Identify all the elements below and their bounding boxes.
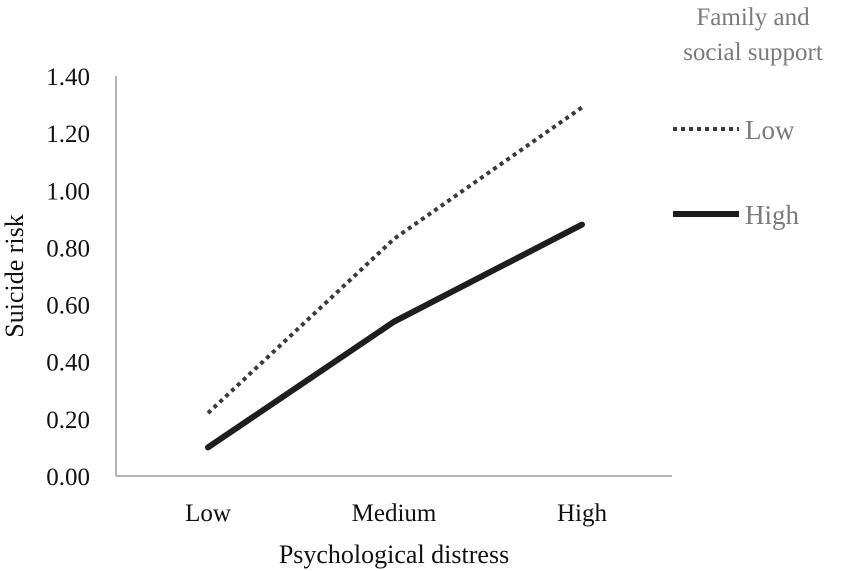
series-line-high [205, 221, 585, 451]
y-tick-label: 0.40 [46, 350, 90, 377]
y-tick-label: 1.20 [46, 121, 90, 148]
x-tick-label: Low [185, 500, 231, 527]
series-layer [205, 105, 585, 451]
x-tick-label: High [557, 500, 608, 527]
y-tick-label: 1.40 [46, 64, 90, 91]
y-tick-label: 0.60 [46, 293, 90, 320]
x-tick-label: Medium [352, 500, 437, 527]
y-tick-label: 0.00 [46, 464, 90, 491]
legend-title-line-2: social support [683, 39, 823, 66]
x-axis-title: Psychological distress [279, 540, 509, 569]
y-tick-label: 1.00 [46, 178, 90, 205]
y-axis-title: Suicide risk [0, 214, 29, 338]
legend-label-low: Low [745, 115, 795, 145]
series-line-low [206, 105, 584, 415]
legend: Family and social support Low High [673, 4, 823, 230]
y-tick-label: 0.20 [46, 407, 90, 434]
y-tick-labels: 0.00 0.20 0.40 0.60 0.80 1.00 1.20 1.40 [46, 64, 90, 491]
legend-label-high: High [745, 200, 800, 230]
x-tick-labels: Low Medium High [185, 500, 607, 527]
y-tick-label: 0.80 [46, 235, 90, 262]
legend-title-line-1: Family and [696, 4, 810, 31]
